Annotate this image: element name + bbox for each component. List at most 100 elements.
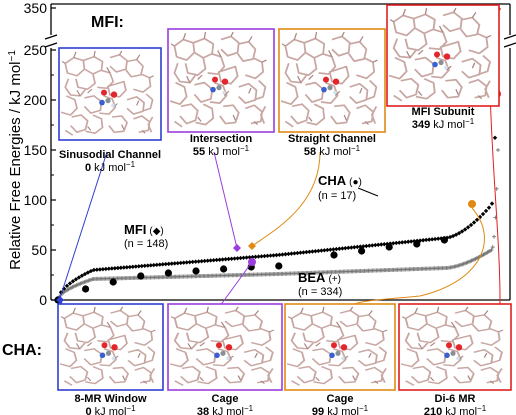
mfi-point [465, 225, 471, 230]
cha-point [440, 236, 448, 244]
structure-caption: Sinusodial Channel [59, 149, 161, 161]
mfi-point [394, 240, 399, 246]
mfi-point [130, 264, 136, 269]
cha-point [385, 243, 393, 251]
mfi-point [367, 243, 372, 248]
mfi-point [133, 264, 139, 269]
mfi-point [268, 253, 273, 258]
mfi-point [169, 261, 174, 266]
mfi-series-label: MFI (◆) [124, 222, 164, 237]
mfi-point [265, 253, 270, 259]
mfi-point [175, 260, 180, 266]
cha-point [358, 247, 366, 255]
mfi-point [459, 229, 465, 234]
mfi-point [196, 259, 201, 264]
cha-point [164, 269, 172, 277]
mfi-point [142, 263, 148, 269]
adsorbate-molecule [214, 342, 233, 361]
mfi-point [343, 245, 348, 251]
mfi-point [256, 254, 261, 259]
mfi-point [307, 249, 312, 255]
mfi-point [286, 251, 291, 257]
structure-panels: Sinusodial Channel 0 kJ mol−1 Intersection… [57, 4, 512, 415]
mfi-point [106, 266, 112, 271]
mfi-point [109, 266, 115, 271]
mfi-point [277, 252, 282, 258]
mfi-point [271, 253, 276, 258]
mfi-point [184, 260, 189, 265]
mfi-point [468, 222, 474, 228]
cha-count-label: (n = 17) [318, 190, 356, 202]
cha-point [275, 262, 283, 270]
mfi-point [64, 283, 70, 289]
mfi-point [492, 135, 498, 140]
mfi-point [280, 252, 285, 257]
mfi-point [355, 244, 360, 250]
mfi-point [94, 267, 100, 272]
axis-frame [50, 3, 511, 301]
cha-point [413, 240, 421, 248]
mfi-point [76, 275, 82, 280]
mfi-point [160, 262, 165, 267]
mfi-point [100, 267, 106, 272]
mfi-point [480, 211, 486, 217]
mfi-point [235, 256, 240, 261]
mfi-point [471, 220, 477, 225]
mfi-point [397, 240, 402, 245]
mfi-point [220, 257, 225, 262]
mfi-point [223, 257, 228, 262]
structure-energy: 99 kJ mol−1 [312, 404, 369, 415]
mfi-point [124, 265, 130, 270]
cha-point [137, 272, 145, 280]
mfi-point [435, 236, 441, 241]
mfi-point [82, 271, 88, 277]
structure-energy: 0 kJ mol−1 [85, 404, 136, 415]
mfi-point [217, 257, 222, 262]
mfi-point [127, 264, 133, 270]
mfi-point [352, 245, 357, 250]
mfi-point [232, 256, 237, 261]
y-ticks: 0 50 100 150 200 250 350 [24, 0, 56, 308]
adsorbate-molecule [329, 342, 348, 361]
structure-panel [398, 303, 512, 391]
structure-caption: MFI Subunit [412, 106, 475, 118]
mfi-point [376, 242, 381, 248]
mfi-point [85, 270, 91, 275]
mfi-point [178, 260, 183, 266]
adsorbate-molecule [99, 342, 118, 361]
bea-count-label: (n = 334) [298, 286, 342, 298]
mfi-point [166, 261, 171, 267]
structure-caption: Cage [212, 393, 239, 405]
mfi-point [205, 258, 210, 263]
adsorbate-molecule [444, 342, 463, 361]
mfi-point [139, 263, 145, 269]
mfi-point [316, 248, 321, 254]
mfi-point [112, 266, 118, 271]
mfi-point [403, 239, 408, 245]
mfi-point [406, 239, 411, 244]
mfi-point [145, 263, 150, 268]
mfi-point [322, 248, 327, 253]
structure-panel [284, 303, 396, 391]
mfi-point [190, 259, 195, 265]
mfi-point [382, 241, 387, 247]
mfi-point [157, 262, 162, 267]
mfi-point [310, 249, 315, 254]
cha-series-label: CHA (●) [318, 173, 362, 188]
mfi-point [91, 267, 97, 273]
mfi-point [151, 262, 156, 268]
cha-point [82, 285, 90, 293]
mfi-point [136, 264, 142, 269]
mfi-point [238, 255, 243, 261]
mfi-point [118, 265, 124, 270]
mfi-point [474, 217, 480, 223]
mfi-point [244, 255, 249, 260]
y-tick-label: 50 [31, 242, 47, 258]
mfi-point [163, 261, 168, 267]
y-tick-label: 0 [39, 292, 47, 308]
mfi-point [289, 251, 294, 256]
structure-caption: Intersection [190, 133, 253, 145]
mfi-point [432, 236, 438, 242]
cha-point [220, 265, 228, 273]
